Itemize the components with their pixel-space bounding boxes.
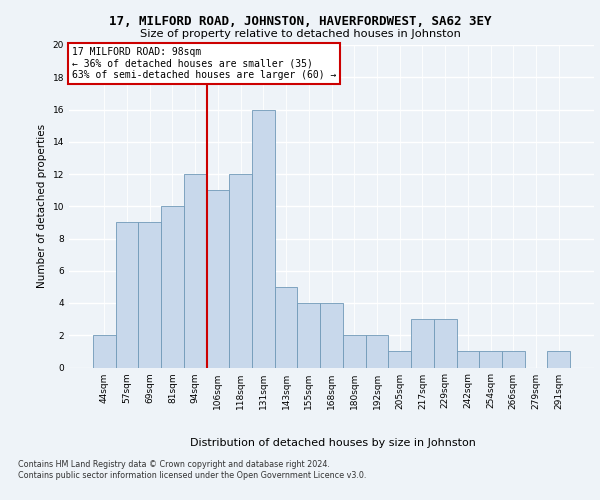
Bar [343, 335, 365, 368]
Bar [320, 303, 343, 368]
Text: Contains HM Land Registry data © Crown copyright and database right 2024.: Contains HM Land Registry data © Crown c… [18, 460, 330, 469]
Bar [275, 287, 298, 368]
Bar [547, 352, 570, 368]
Bar [411, 319, 434, 368]
Bar [434, 319, 457, 368]
Bar [139, 222, 161, 368]
Bar [252, 110, 275, 368]
Text: 17, MILFORD ROAD, JOHNSTON, HAVERFORDWEST, SA62 3EY: 17, MILFORD ROAD, JOHNSTON, HAVERFORDWES… [109, 15, 491, 28]
Bar [206, 190, 229, 368]
Text: Distribution of detached houses by size in Johnston: Distribution of detached houses by size … [190, 438, 476, 448]
Bar [298, 303, 320, 368]
Bar [116, 222, 139, 368]
Text: Contains public sector information licensed under the Open Government Licence v3: Contains public sector information licen… [18, 471, 367, 480]
Bar [93, 335, 116, 368]
Bar [388, 352, 411, 368]
Bar [229, 174, 252, 368]
Bar [161, 206, 184, 368]
Y-axis label: Number of detached properties: Number of detached properties [37, 124, 47, 288]
Bar [457, 352, 479, 368]
Text: Size of property relative to detached houses in Johnston: Size of property relative to detached ho… [140, 29, 460, 39]
Bar [365, 335, 388, 368]
Bar [502, 352, 524, 368]
Text: 17 MILFORD ROAD: 98sqm
← 36% of detached houses are smaller (35)
63% of semi-det: 17 MILFORD ROAD: 98sqm ← 36% of detached… [71, 46, 336, 80]
Bar [479, 352, 502, 368]
Bar [184, 174, 206, 368]
